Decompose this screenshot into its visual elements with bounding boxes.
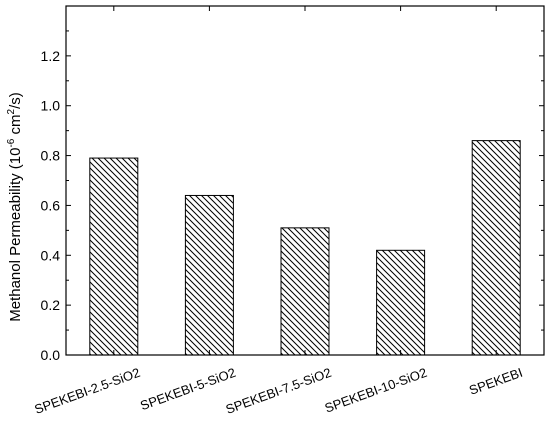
ticks-layer (66, 5, 544, 356)
x-category-label: SPEKEBI-5-SiO2 (138, 365, 238, 413)
bars-layer (89, 140, 521, 356)
y-tick-label: 0.8 (41, 148, 61, 164)
y-tick-label: 0.4 (41, 247, 61, 263)
bar-0 (89, 157, 139, 356)
x-category-label: SPEKEBI-7.5-SiO2 (224, 365, 334, 417)
y-tick-label: 1.2 (41, 48, 61, 64)
x-category-label: SPEKEBI (467, 365, 524, 398)
y-tick-label: 0.0 (41, 347, 61, 363)
bar-4 (471, 140, 521, 356)
bar-2 (280, 227, 330, 356)
y-axis-title: Methanol Permeability (10-6 cm2/s) (6, 92, 24, 322)
y-tick-label: 0.2 (41, 297, 61, 313)
y-tick-label: 0.6 (41, 197, 61, 213)
y-tick-label: 1.0 (41, 98, 61, 114)
x-category-label: SPEKEBI-10-SiO2 (323, 365, 429, 416)
bar-3 (376, 249, 426, 356)
x-category-label: SPEKEBI-2.5-SiO2 (32, 365, 142, 417)
bar-1 (184, 194, 234, 356)
